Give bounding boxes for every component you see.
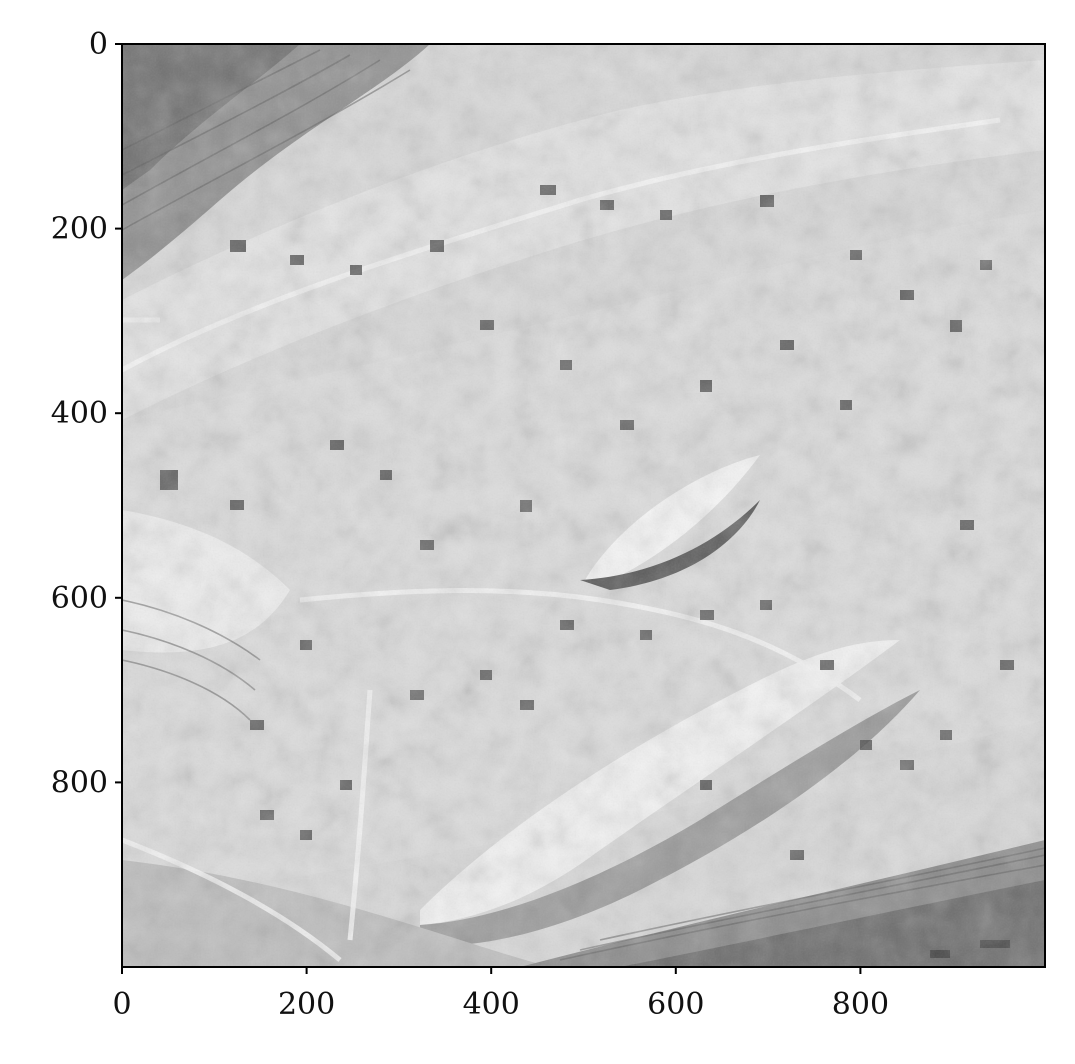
axes-frame <box>121 43 1046 968</box>
x-tick-label: 0 <box>112 987 131 1022</box>
x-tick-label: 200 <box>278 987 335 1022</box>
x-axis: 0 200 400 600 800 <box>112 967 889 1022</box>
y-tick-label: 0 <box>89 27 108 62</box>
x-tick-label: 600 <box>647 987 704 1022</box>
y-tick-label: 400 <box>51 396 108 431</box>
y-tick-label: 200 <box>51 212 108 247</box>
x-tick-label: 800 <box>832 987 889 1022</box>
y-tick-label: 600 <box>51 581 108 616</box>
y-axis: 0 200 400 600 800 <box>51 27 122 800</box>
hillshade-map <box>122 44 1045 967</box>
x-tick-label: 400 <box>463 987 520 1022</box>
y-tick-label: 800 <box>51 765 108 800</box>
